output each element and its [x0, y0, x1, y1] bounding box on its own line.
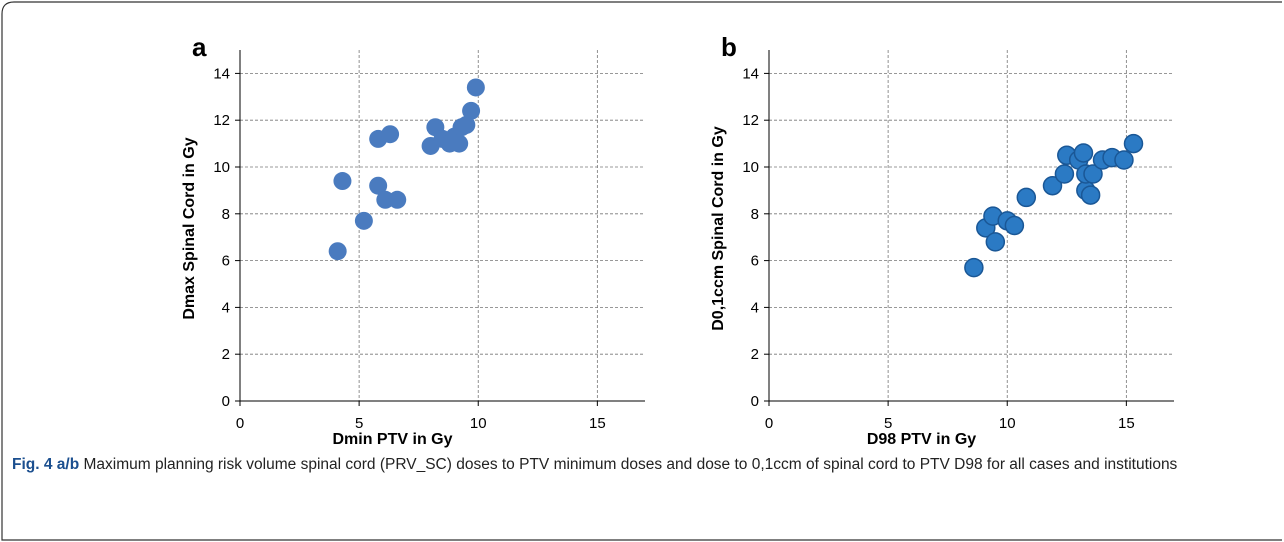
- y-tick-label: 4: [751, 299, 759, 316]
- point: [1054, 164, 1075, 184]
- y-tick-label: 8: [751, 206, 759, 223]
- point: [1073, 143, 1094, 163]
- panel-label: a: [192, 32, 207, 62]
- point: [1080, 185, 1101, 205]
- y-tick-label: 2: [751, 346, 759, 363]
- point: [388, 190, 407, 209]
- x-tick-label: 0: [236, 415, 244, 432]
- x-tick-label: 15: [1118, 415, 1135, 432]
- point: [1083, 164, 1103, 184]
- point: [964, 257, 984, 278]
- y-axis-title: D0,1ccm Spinal Cord in Gy: [710, 126, 727, 331]
- x-tick-label: 10: [999, 415, 1016, 432]
- point: [462, 101, 481, 120]
- y-tick-label: 14: [213, 65, 230, 82]
- point: [369, 176, 388, 195]
- point: [333, 172, 352, 191]
- point: [1123, 133, 1144, 154]
- point: [466, 78, 485, 97]
- y-tick-label: 0: [751, 393, 759, 410]
- y-tick-label: 14: [742, 65, 759, 82]
- x-tick-label: 5: [884, 415, 892, 432]
- point: [450, 134, 469, 153]
- y-tick-label: 12: [213, 112, 230, 129]
- point: [457, 115, 476, 134]
- y-tick-label: 12: [742, 112, 759, 129]
- point: [381, 125, 400, 144]
- y-tick-label: 8: [222, 206, 230, 223]
- caption-text: Maximum planning risk volume spinal cord…: [83, 456, 1178, 473]
- x-axis-title: Dmin PTV in Gy: [332, 431, 452, 448]
- y-tick-label: 4: [222, 299, 230, 316]
- caption-label: Fig. 4 a/b: [12, 456, 80, 473]
- point: [1114, 150, 1134, 170]
- point: [985, 232, 1006, 252]
- y-axis-title: Dmax Spinal Cord in Gy: [181, 137, 198, 319]
- x-axis-title: D98 PTV in Gy: [867, 431, 976, 448]
- point: [354, 211, 373, 230]
- point: [328, 242, 347, 261]
- y-tick-label: 10: [742, 159, 759, 176]
- x-tick-label: 0: [765, 415, 773, 432]
- x-tick-label: 5: [355, 415, 363, 432]
- x-tick-label: 10: [470, 415, 487, 432]
- point: [1042, 175, 1063, 196]
- y-tick-label: 2: [222, 346, 230, 363]
- y-tick-label: 10: [213, 159, 230, 176]
- point: [1004, 215, 1025, 236]
- y-tick-label: 6: [222, 253, 230, 270]
- point: [1016, 187, 1037, 208]
- panel-label: b: [721, 32, 737, 62]
- caption: Fig. 4 a/b Maximum planning risk volume …: [12, 452, 1274, 477]
- x-tick-label: 15: [589, 415, 606, 432]
- y-tick-label: 0: [222, 393, 230, 410]
- y-tick-label: 6: [751, 253, 759, 270]
